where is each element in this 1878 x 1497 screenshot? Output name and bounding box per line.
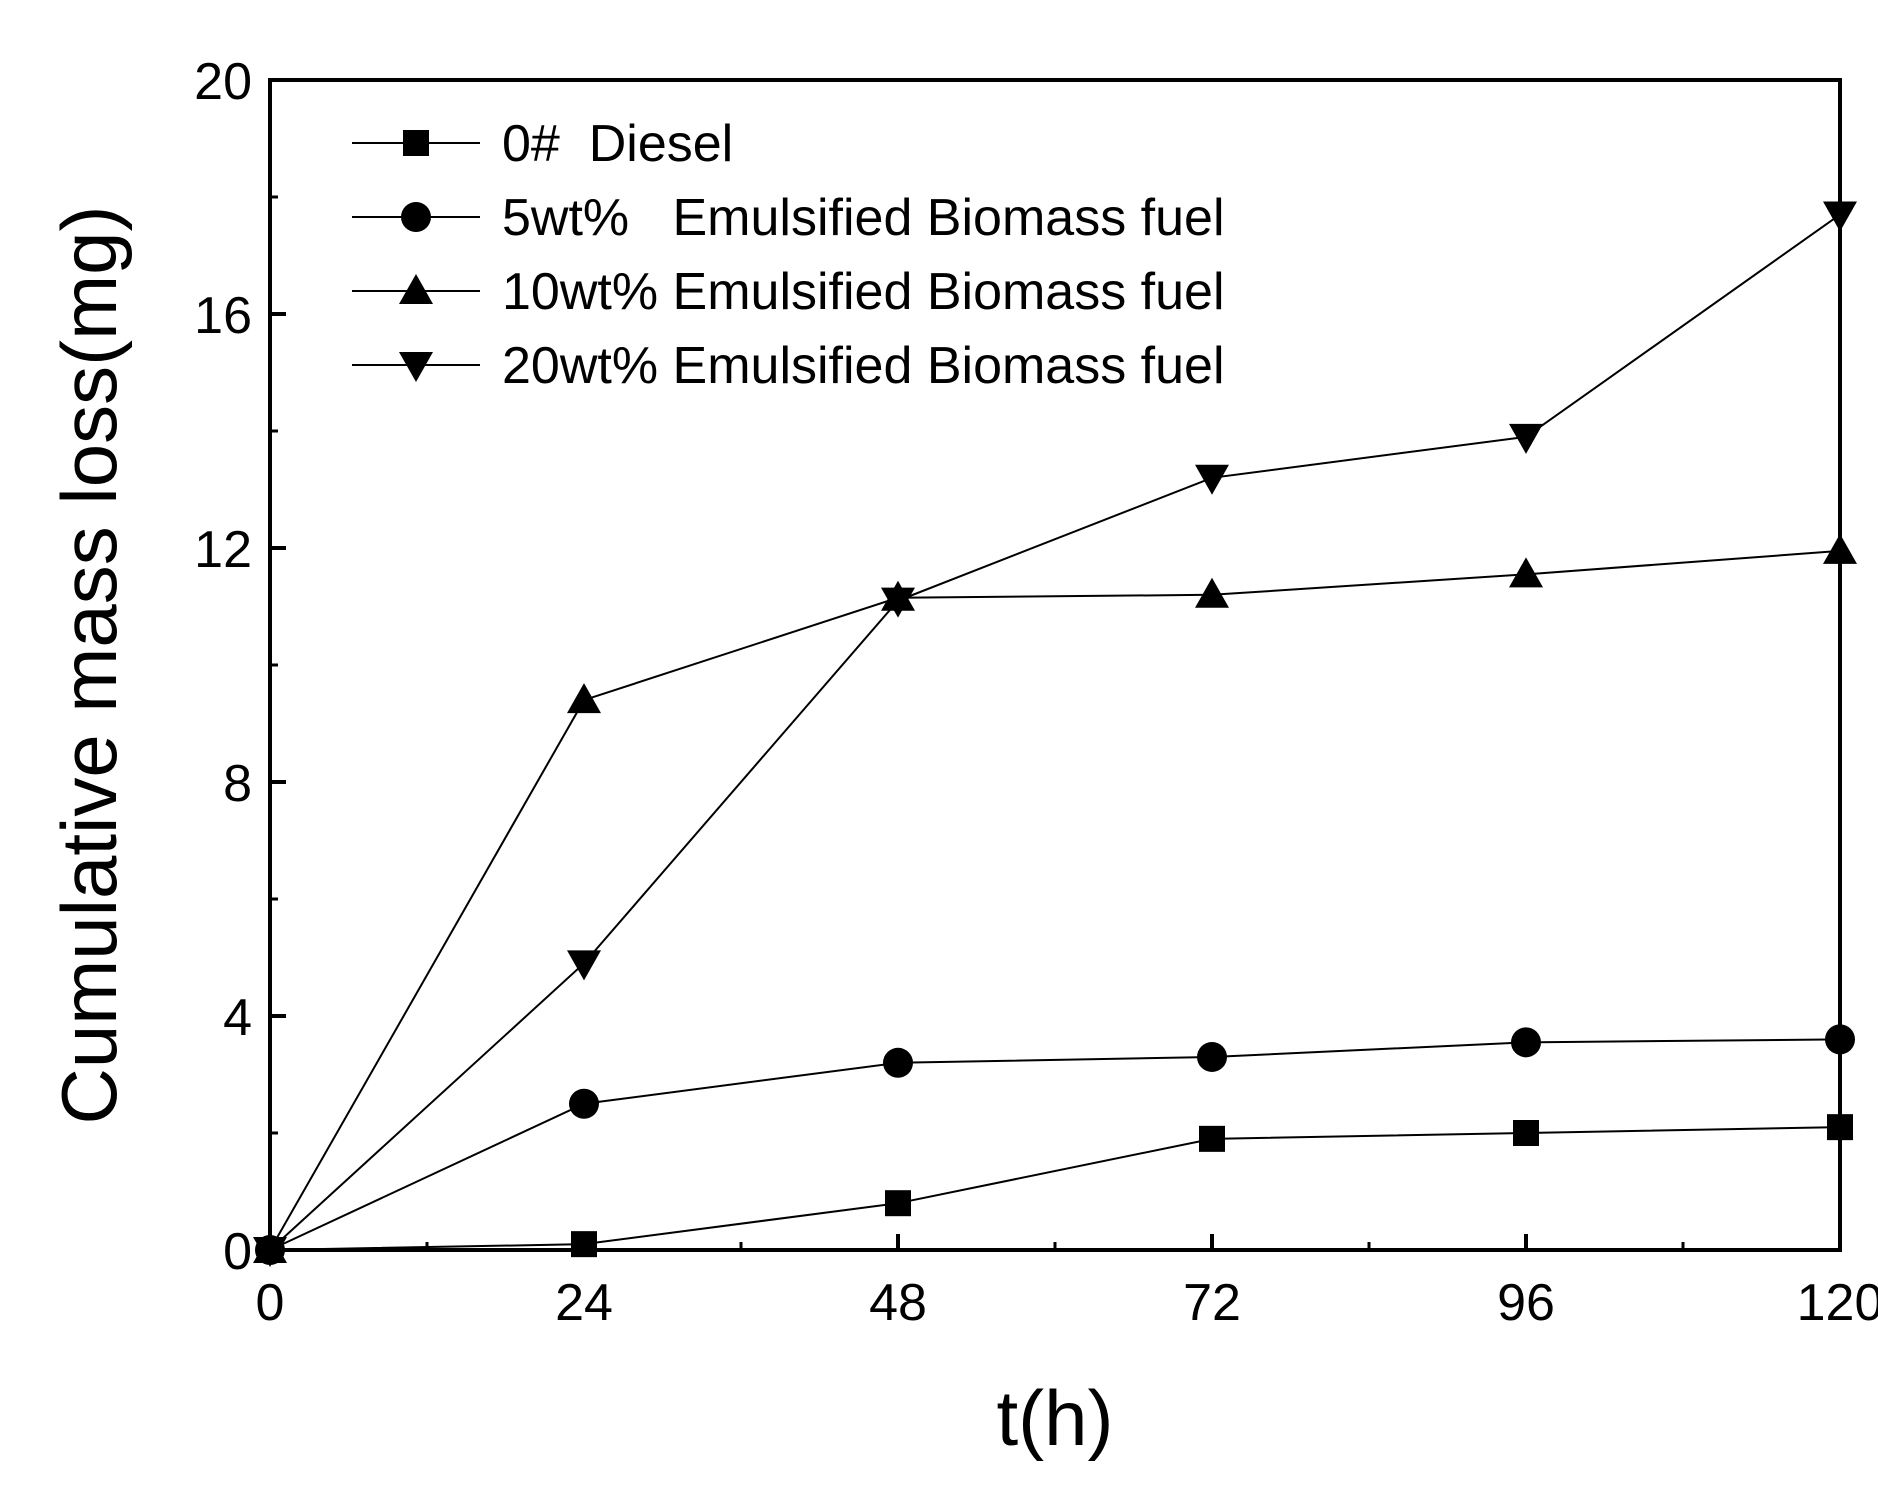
y-tick-label: 8 [223,755,252,813]
data-point [881,587,915,618]
legend-label: 10wt% Emulsified Biomass fuel [502,263,1225,321]
series-layer [253,201,1857,1267]
legend-item: 20wt% Emulsified Biomass fuel [352,337,1225,395]
y-axis-title: Cumulative mass loss(mg) [45,206,133,1125]
x-axis-title: t(h) [997,1374,1114,1462]
y-tick-label: 0 [223,1223,252,1281]
data-point [253,1237,287,1267]
legend-label: 5wt% Emulsified Biomass fuel [502,189,1225,247]
legend-label: 0# Diesel [502,115,733,173]
y-tick-label: 12 [194,521,252,579]
data-point [1199,1125,1225,1152]
x-tick-label: 96 [1497,1274,1555,1332]
data-point [1197,1041,1227,1072]
series-line [269,549,1841,1251]
y-tick-label: 4 [223,989,252,1047]
data-point [1509,557,1543,588]
data-point [567,683,601,714]
data-point [1827,1114,1853,1141]
data-point [883,1047,913,1078]
x-tick-label: 72 [1183,1274,1241,1332]
y-tick-label: 20 [194,53,252,111]
x-tick-label: 48 [869,1274,927,1332]
data-point [571,1231,597,1258]
series-line [269,213,1841,1251]
data-point [1195,577,1229,608]
data-point [1823,533,1857,564]
x-tick-label: 24 [555,1274,613,1332]
data-point [1195,464,1229,495]
series-4 [253,201,1857,1267]
legend-marker [399,274,433,304]
legend-marker [399,352,433,382]
legend-label: 20wt% Emulsified Biomass fuel [502,337,1225,395]
data-point [1509,423,1543,454]
y-axis-ticks: 0 4 8 12 16 20 [194,53,286,1281]
x-axis-ticks: 0 24 48 72 96 120 [256,1234,1878,1332]
legend-marker [401,202,431,232]
x-tick-label: 120 [1797,1274,1878,1332]
legend-item: 5wt% Emulsified Biomass fuel [352,189,1225,247]
data-point [1513,1120,1539,1146]
data-point [569,1088,599,1119]
series-line [269,1038,1841,1251]
data-point [567,950,601,981]
x-tick-label: 0 [256,1274,285,1332]
data-point [885,1190,911,1217]
data-point [1825,1024,1855,1055]
data-point [1823,201,1857,232]
data-point [1511,1027,1541,1058]
legend-item: 10wt% Emulsified Biomass fuel [352,263,1225,321]
series-line [269,1126,1841,1251]
y-tick-label: 16 [194,287,252,345]
legend-marker [403,130,429,156]
legend: 0# Diesel 5wt% Emulsified Biomass fuel 10w… [352,115,1225,395]
legend-item: 0# Diesel [352,115,733,173]
